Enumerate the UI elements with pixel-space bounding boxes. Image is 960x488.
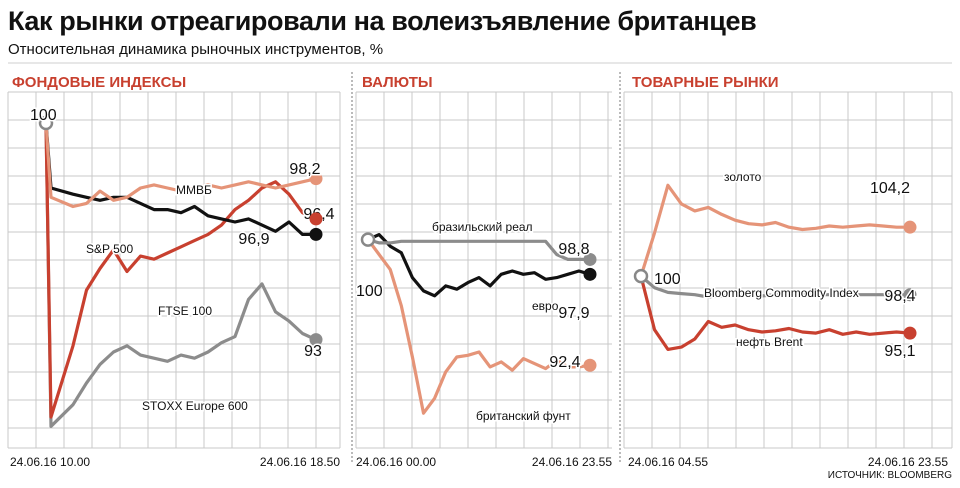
series-end-label: 93 bbox=[304, 343, 322, 360]
series-line bbox=[639, 274, 912, 351]
series-end-label: 92,4 bbox=[549, 354, 580, 371]
x-tick-label: 24.06.16 10.00 bbox=[10, 455, 90, 469]
series-end-point bbox=[309, 227, 323, 241]
series-end-point bbox=[309, 333, 323, 347]
start-value-label: 100 bbox=[654, 271, 681, 288]
panel-commodities: ТОВАРНЫЕ РЫНКИ 104,2 золото 98,4 Bloomberg C… bbox=[623, 74, 953, 469]
x-tick-label: 24.06.16 04.55 bbox=[628, 455, 708, 469]
series-name-label: FTSE 100 bbox=[158, 304, 212, 318]
series-line bbox=[639, 183, 912, 278]
series-end-point bbox=[309, 212, 323, 226]
series-name-label: евро bbox=[532, 299, 559, 313]
start-value-label: 100 bbox=[356, 283, 383, 300]
series-line bbox=[44, 121, 318, 419]
series-end-label: 98,2 bbox=[289, 161, 320, 178]
series-line bbox=[44, 121, 318, 428]
series-name-label: бразильский реал bbox=[432, 220, 533, 234]
series-end-label: 95,1 bbox=[884, 343, 915, 360]
panel-title: ТОВАРНЫЕ РЫНКИ bbox=[632, 74, 779, 91]
series-end-point bbox=[583, 252, 597, 266]
start-point bbox=[38, 115, 54, 131]
series-end-point bbox=[583, 358, 597, 372]
page-subtitle: Относительная динамика рыночных инструме… bbox=[8, 41, 384, 58]
series-name-label: STOXX Europe 600 bbox=[142, 399, 248, 413]
source-note: ИСТОЧНИК: BLOOMBERG bbox=[827, 470, 952, 481]
grid bbox=[355, 91, 612, 449]
panel-title: ВАЛЮТЫ bbox=[362, 74, 433, 91]
start-value-label: 100 bbox=[30, 107, 57, 124]
series-name-label: британский фунт bbox=[476, 409, 571, 423]
series-line bbox=[44, 121, 318, 236]
start-point bbox=[633, 268, 649, 284]
x-tick-label: 24.06.16 00.00 bbox=[356, 455, 436, 469]
start-point bbox=[360, 232, 376, 247]
panel-title: ФОНДОВЫЕ ИНДЕКСЫ bbox=[12, 74, 186, 91]
series-line bbox=[639, 274, 912, 299]
grid bbox=[623, 91, 953, 449]
grid bbox=[7, 91, 341, 449]
series-line bbox=[44, 121, 318, 209]
series-line bbox=[366, 238, 592, 261]
series-name-label: ММВБ bbox=[176, 183, 212, 197]
series-end-point bbox=[309, 172, 323, 186]
series-end-label: 98,4 bbox=[884, 288, 915, 305]
series-name-label: нефть Brent bbox=[736, 335, 803, 349]
series-name-label: Bloomberg Commodity Index bbox=[704, 286, 859, 300]
page-title: Как рынки отреагировали на волеизъявлени… bbox=[8, 6, 757, 36]
series-name-label: золото bbox=[724, 170, 762, 184]
series-end-point bbox=[903, 220, 917, 234]
series-end-point bbox=[583, 267, 597, 281]
series-end-label: 104,2 bbox=[870, 180, 910, 197]
x-tick-label: 24.06.16 18.50 bbox=[260, 455, 340, 469]
series-name-label: S&P 500 bbox=[86, 242, 133, 256]
x-tick-label: 24.06.16 23.55 bbox=[868, 455, 948, 469]
series-line bbox=[366, 238, 592, 415]
series-end-label: 96,9 bbox=[238, 231, 269, 248]
series-end-label: 98,8 bbox=[558, 241, 589, 258]
series-end-point bbox=[903, 326, 917, 340]
series-end-point bbox=[903, 288, 917, 302]
series-line bbox=[366, 233, 592, 298]
series-end-label: 97,9 bbox=[558, 305, 589, 322]
x-tick-label: 24.06.16 23.55 bbox=[532, 455, 612, 469]
